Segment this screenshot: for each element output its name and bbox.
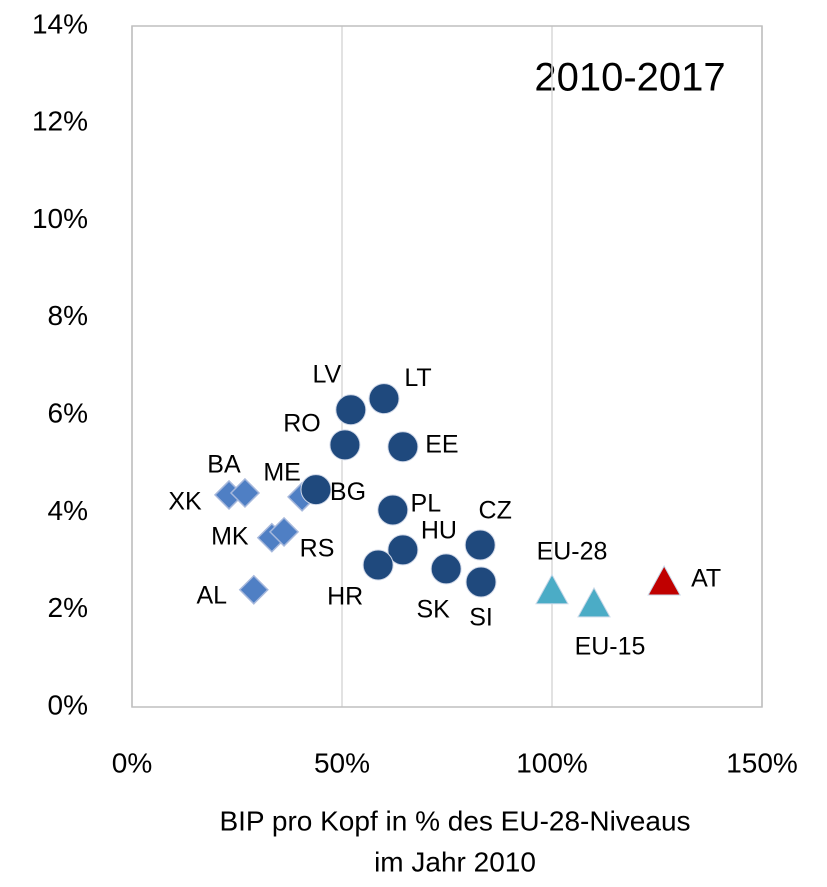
x-tick-label: 50%	[314, 747, 370, 778]
annotation: 2010-2017	[534, 56, 725, 100]
point-label: LV	[312, 360, 341, 388]
point-label: EU-15	[575, 632, 646, 660]
point-label: EU-28	[537, 537, 608, 565]
point-label: HU	[421, 516, 457, 544]
point-label: CZ	[479, 497, 512, 525]
circle-marker	[387, 534, 419, 566]
circle-marker	[387, 431, 419, 463]
x-axis-label: BIP pro Kopf in % des EU-28-Niveaus	[219, 805, 690, 836]
point-label: EE	[425, 430, 458, 458]
circle-marker	[362, 549, 394, 581]
y-tick-label: 8%	[48, 300, 88, 331]
diamond-marker	[238, 574, 269, 605]
point-label: AL	[197, 581, 228, 609]
y-tick-label: 14%	[32, 8, 88, 39]
point-label: LT	[404, 364, 431, 392]
point-label: SI	[469, 604, 493, 632]
point-label: HR	[327, 583, 363, 611]
x-axis-label: im Jahr 2010	[374, 846, 536, 877]
circle-marker	[300, 474, 332, 506]
x-tick-label: 0%	[112, 747, 152, 778]
y-tick-label: 2%	[48, 592, 88, 623]
point-label: RO	[283, 409, 321, 437]
point-label: RS	[300, 534, 335, 562]
triangle-marker	[577, 586, 611, 618]
circle-marker	[430, 553, 462, 585]
y-tick-label: 6%	[48, 398, 88, 429]
point-label: BA	[207, 451, 241, 479]
point-label: MK	[211, 522, 249, 550]
circle-marker	[465, 566, 497, 598]
plot-border	[131, 25, 763, 708]
circle-marker	[464, 529, 496, 561]
point-label: PL	[411, 490, 442, 518]
circle-marker	[368, 383, 400, 415]
triangle-marker	[535, 573, 569, 605]
point-label: XK	[168, 488, 202, 516]
y-tick-label: 10%	[32, 203, 88, 234]
circle-marker	[329, 429, 361, 461]
circle-marker	[377, 494, 409, 526]
x-tick-label: 100%	[516, 747, 588, 778]
point-label: SK	[416, 595, 450, 623]
point-label: ME	[263, 458, 301, 486]
y-tick-label: 4%	[48, 495, 88, 526]
triangle-marker	[647, 564, 681, 596]
point-label: BG	[330, 478, 366, 506]
diamond-marker	[229, 477, 261, 509]
y-tick-label: 12%	[32, 106, 88, 137]
diamond-marker	[268, 516, 300, 547]
circle-marker	[335, 394, 367, 426]
y-tick-label: 0%	[48, 689, 88, 720]
x-tick-label: 150%	[726, 747, 798, 778]
point-label: AT	[691, 565, 721, 593]
